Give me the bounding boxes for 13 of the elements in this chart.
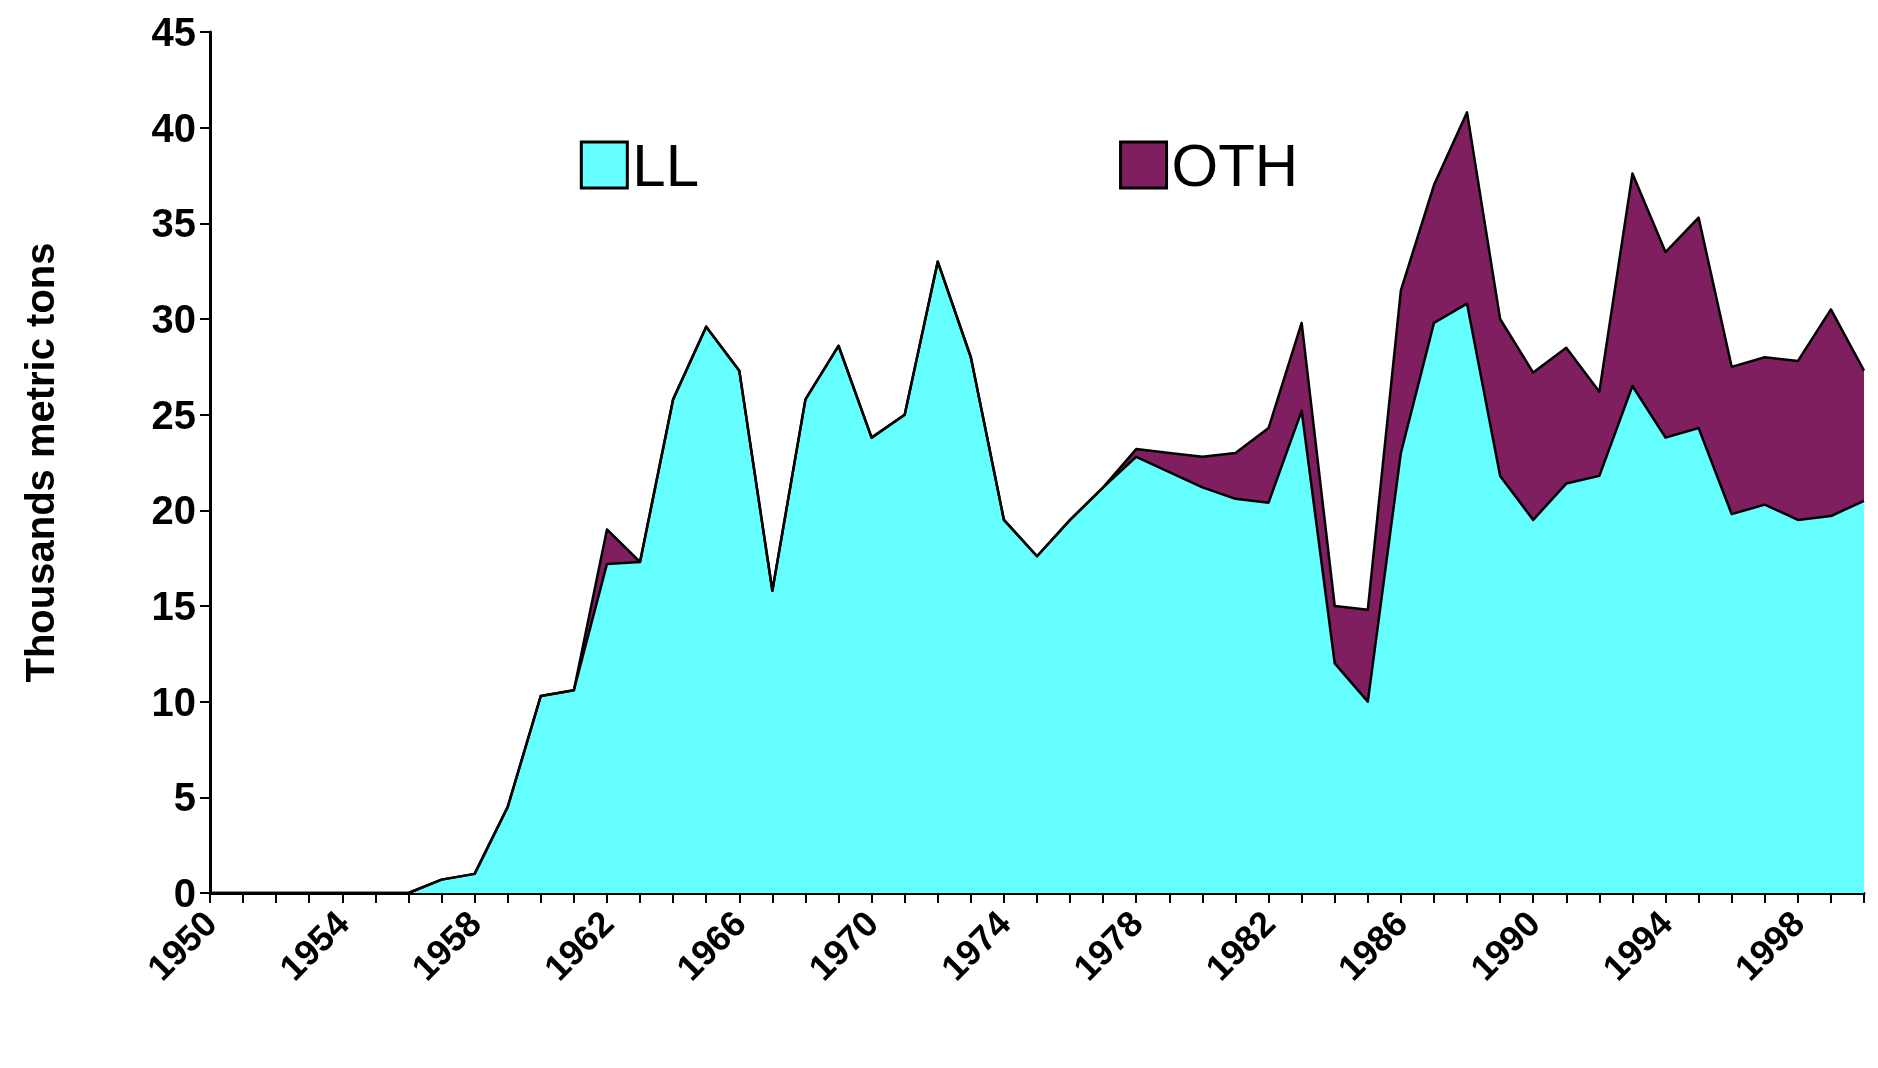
y-axis-title: Thousands metric tons — [18, 242, 62, 683]
legend-label: OTH — [1171, 131, 1299, 199]
y-tick-label: 15 — [151, 584, 196, 628]
y-tick-label: 30 — [151, 297, 196, 341]
y-tick-label: 40 — [151, 105, 196, 150]
y-tick-label: 35 — [151, 201, 196, 246]
y-tick-label: 5 — [173, 775, 196, 820]
y-tick-label: 10 — [151, 679, 196, 724]
legend-label: LL — [632, 131, 700, 199]
y-tick-label: 45 — [151, 10, 196, 54]
y-tick-label: 0 — [173, 871, 196, 915]
y-tick-label: 25 — [151, 392, 196, 437]
y-tick-label: 20 — [151, 488, 196, 533]
